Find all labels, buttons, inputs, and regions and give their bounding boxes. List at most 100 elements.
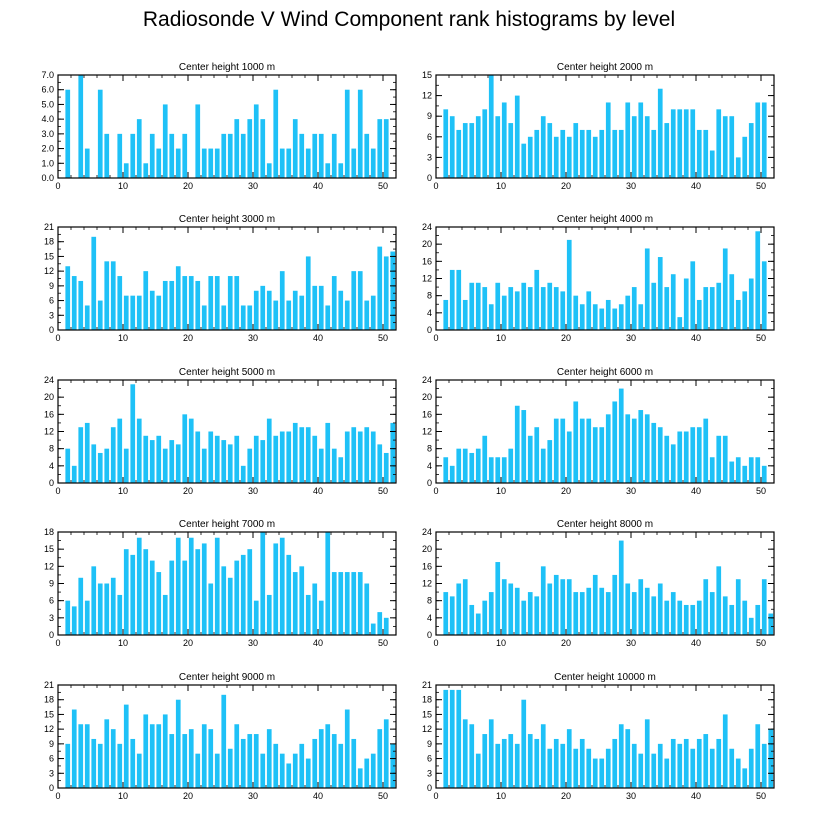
panel-title: Center height 2000 m [557,62,653,73]
bar [234,119,240,178]
bar [370,623,376,635]
bar [162,280,168,330]
x-tick-label: 0 [55,638,60,648]
bar [618,304,624,330]
bar [456,689,462,788]
panel-10: Center height 10000 m 0 10 20 30 40 50 0 3 6 9 12 15… [422,672,775,801]
bar [729,604,735,635]
bar [370,431,376,483]
bar [136,537,142,635]
x-tick-label: 50 [378,486,388,496]
bar [175,444,181,484]
bar [331,572,337,635]
bar [638,102,644,178]
x-tick-label: 0 [433,486,438,496]
x-tick-label: 50 [756,791,766,801]
bar [292,119,298,178]
bar [677,431,683,483]
x-tick-label: 10 [118,333,128,343]
bar [292,753,298,788]
bar [566,136,572,178]
bar [703,418,709,484]
bar [357,431,363,483]
bar [78,280,84,330]
bar [761,102,767,178]
bar [331,448,337,483]
panel-title: Center height 7000 m [179,519,275,530]
x-tick-label: 30 [626,486,636,496]
x-tick-label: 20 [183,791,193,801]
bar [117,743,123,788]
bar [91,566,97,635]
bar [566,431,572,483]
bar [573,295,579,330]
bar [71,276,77,330]
y-tick-label: 21 [44,680,54,690]
bar [325,305,331,330]
bar [169,560,175,635]
bar [735,457,741,483]
bar [312,133,318,178]
bar [644,587,650,635]
bar [286,148,292,178]
bar [292,572,298,635]
bar [78,427,84,483]
bar [657,427,663,483]
bar [592,574,598,635]
bar [631,418,637,484]
bar [377,246,383,330]
panel-4: Center height 4000 m 0 10 20 30 40 50 0 4 8 12 16 20… [422,214,775,343]
bar [143,271,149,330]
bar [169,734,175,788]
bar [377,729,383,788]
bar [221,305,227,330]
bar [370,148,376,178]
bar [377,119,383,178]
bar [123,295,129,330]
x-tick-label: 50 [756,333,766,343]
y-tick-label: 9 [49,281,54,291]
bar [390,422,396,483]
bar [475,282,481,330]
bar [605,748,611,788]
bar [201,448,207,483]
y-tick-label: 12 [44,266,54,276]
bar [443,109,449,178]
bar [240,554,246,635]
bar [221,440,227,483]
bar [136,418,142,484]
bar [201,305,207,330]
bar [514,291,520,331]
bar [364,758,370,788]
x-tick-label: 10 [118,486,128,496]
panel-title: Center height 10000 m [554,672,656,683]
bar [260,285,266,330]
bar [521,282,527,330]
x-tick-label: 40 [691,181,701,191]
bar [462,448,468,483]
bar [260,440,266,483]
bar [149,560,155,635]
bar [279,271,285,330]
bar [469,604,475,635]
x-tick-label: 20 [561,638,571,648]
x-tick-label: 0 [55,333,60,343]
bar [351,148,357,178]
y-tick-label: 3 [49,768,54,778]
bar [357,89,363,178]
bar [227,133,233,178]
bar [534,269,540,330]
bar [534,427,540,483]
x-tick-label: 30 [626,791,636,801]
bar [573,123,579,178]
bar [748,457,754,483]
bar [560,129,566,178]
panel-3: Center height 3000 m 0 10 20 30 40 50 0 3 6 9 12 15 1… [44,214,397,343]
y-tick-label: 24 [422,222,432,232]
bar [761,743,767,788]
bar [318,133,324,178]
bar [488,592,494,635]
bar [175,266,181,330]
y-tick-label: 2.0 [41,144,54,154]
bar [612,308,618,330]
